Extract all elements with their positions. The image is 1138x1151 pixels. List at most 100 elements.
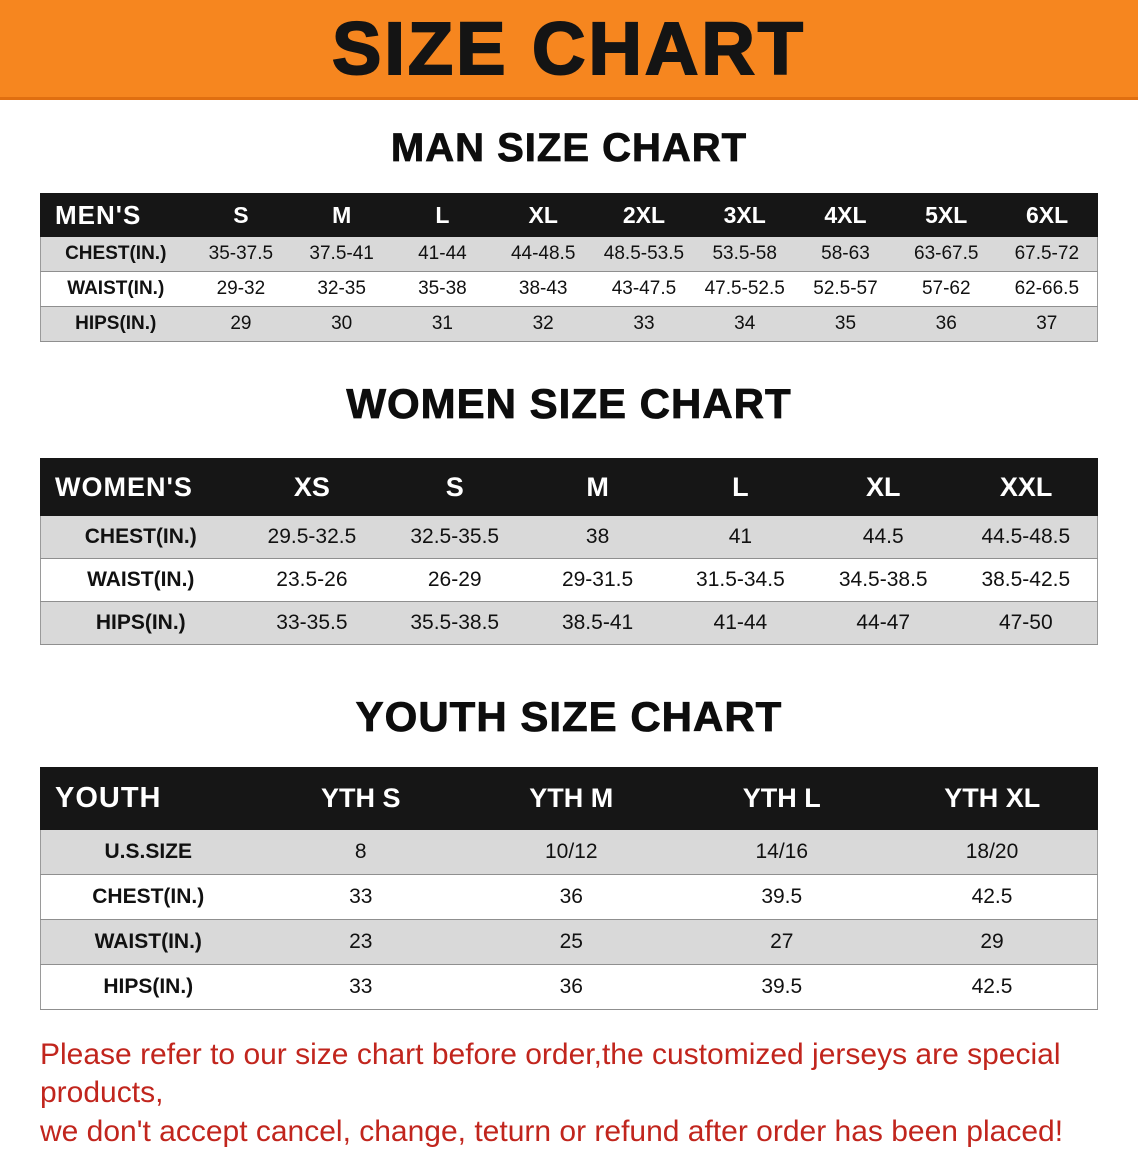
size-value-cell: 14/16 — [676, 829, 887, 875]
mens-size-table: MEN'S S M L XL 2XL 3XL 4XL 5XL 6XL CHEST(IN.) 35-37… — [40, 193, 1098, 342]
size-column-header: 5XL — [895, 193, 998, 237]
size-value-cell: 44-47 — [811, 601, 955, 645]
size-value-cell: 29.5-32.5 — [240, 515, 384, 559]
size-column-header: S — [382, 458, 527, 516]
size-value-cell: 10/12 — [466, 829, 677, 875]
size-value-cell: 37.5-41 — [291, 236, 393, 272]
table-header-row: MEN'S S M L XL 2XL 3XL 4XL 5XL 6XL — [40, 193, 1098, 237]
size-value-cell: 33 — [255, 874, 466, 920]
size-value-cell: 33 — [255, 964, 466, 1010]
size-value-cell: 25 — [466, 919, 677, 965]
size-value-cell: 35 — [795, 306, 896, 342]
table-row: CHEST(IN.) 33 36 39.5 42.5 — [40, 874, 1098, 920]
size-value-cell: 27 — [676, 919, 887, 965]
size-value-cell: 42.5 — [887, 964, 1098, 1010]
size-value-cell: 38-43 — [492, 271, 594, 307]
youth-size-section: YOUTH SIZE CHART YOUTH YTH S YTH M YTH L YTH… — [0, 693, 1138, 1010]
row-label: HIPS(IN.) — [40, 306, 191, 342]
size-value-cell: 33 — [593, 306, 695, 342]
size-value-cell: 57-62 — [895, 271, 997, 307]
size-table: YOUTH YTH S YTH M YTH L YTH XL U.S.SIZE 8 10/12… — [40, 767, 1098, 1010]
size-value-cell: 32.5-35.5 — [383, 515, 527, 559]
size-value-cell: 29 — [190, 306, 292, 342]
table-row: HIPS(IN.) 33 36 39.5 42.5 — [40, 964, 1098, 1010]
size-table: WOMEN'S XS S M L XL XXL CHEST(IN.) 29.5-32.5 32.5… — [40, 458, 1098, 645]
size-value-cell: 35-38 — [392, 271, 493, 307]
size-value-cell: 47-50 — [954, 601, 1098, 645]
table-row: WAIST(IN.) 23.5-26 26-29 29-31.5 31.5-34.5 34… — [40, 558, 1098, 602]
row-label: HIPS(IN.) — [40, 964, 256, 1010]
size-value-cell: 39.5 — [676, 874, 887, 920]
disclaimer: Please refer to our size chart before or… — [40, 1036, 1098, 1151]
size-value-cell: 38.5-42.5 — [954, 558, 1098, 602]
size-value-cell: 35.5-38.5 — [383, 601, 527, 645]
row-label: HIPS(IN.) — [40, 601, 241, 645]
size-value-cell: 23 — [255, 919, 466, 965]
row-label: WAIST(IN.) — [40, 558, 241, 602]
size-column-header: YTH XL — [886, 767, 1098, 830]
size-table: MEN'S S M L XL 2XL 3XL 4XL 5XL 6XL CHEST(IN.) 35-37… — [40, 193, 1098, 342]
row-label: WAIST(IN.) — [40, 919, 256, 965]
size-value-cell: 30 — [291, 306, 393, 342]
women-size-heading: WOMEN SIZE CHART — [346, 380, 792, 428]
size-column-header: XL — [492, 193, 595, 237]
table-header-row: YOUTH YTH S YTH M YTH L YTH XL — [40, 767, 1098, 830]
table-row: WAIST(IN.) 29-32 32-35 35-38 38-43 43-47.5 47.… — [40, 271, 1098, 307]
size-chart-banner: SIZE CHART — [0, 0, 1138, 100]
size-column-header: 6XL — [996, 193, 1098, 237]
size-column-header: L — [668, 458, 813, 516]
size-column-header: M — [290, 193, 393, 237]
size-value-cell: 48.5-53.5 — [593, 236, 695, 272]
size-column-header: L — [391, 193, 494, 237]
women-size-section: WOMEN SIZE CHART WOMEN'S XS S M L XL XXL CHEST(… — [0, 380, 1138, 645]
size-value-cell: 31 — [392, 306, 493, 342]
size-value-cell: 29-31.5 — [526, 558, 669, 602]
size-column-header: M — [525, 458, 670, 516]
size-value-cell: 26-29 — [383, 558, 527, 602]
size-value-cell: 39.5 — [676, 964, 887, 1010]
size-column-header: XXL — [954, 458, 1098, 516]
size-column-header: XS — [240, 458, 384, 516]
size-value-cell: 43-47.5 — [593, 271, 695, 307]
size-value-cell: 41 — [668, 515, 812, 559]
man-size-section: MAN SIZE CHART MEN'S S M L XL 2XL 3XL 4XL 5XL 6XL… — [0, 126, 1138, 342]
size-value-cell: 53.5-58 — [694, 236, 796, 272]
size-value-cell: 44.5-48.5 — [954, 515, 1098, 559]
size-value-cell: 8 — [255, 829, 466, 875]
table-row: U.S.SIZE 8 10/12 14/16 18/20 — [40, 829, 1098, 875]
size-value-cell: 34 — [694, 306, 796, 342]
size-value-cell: 41-44 — [392, 236, 493, 272]
size-value-cell: 67.5-72 — [996, 236, 1098, 272]
size-column-header: 3XL — [693, 193, 796, 237]
size-value-cell: 37 — [996, 306, 1098, 342]
table-row: CHEST(IN.) 35-37.5 37.5-41 41-44 44-48.5 48.5… — [40, 236, 1098, 272]
youth-size-heading: YOUTH SIZE CHART — [355, 693, 783, 741]
table-row: CHEST(IN.) 29.5-32.5 32.5-35.5 38 41 44.5 44.5… — [40, 515, 1098, 559]
size-value-cell: 52.5-57 — [795, 271, 896, 307]
size-value-cell: 32-35 — [291, 271, 393, 307]
table-row: HIPS(IN.) 29 30 31 32 33 34 35 36 37 — [40, 306, 1098, 342]
size-value-cell: 31.5-34.5 — [668, 558, 812, 602]
row-label: CHEST(IN.) — [40, 874, 256, 920]
size-value-cell: 41-44 — [668, 601, 812, 645]
man-size-heading: MAN SIZE CHART — [390, 126, 748, 171]
row-label: CHEST(IN.) — [40, 236, 191, 272]
row-label: CHEST(IN.) — [40, 515, 241, 559]
size-value-cell: 29-32 — [190, 271, 292, 307]
size-column-header: YTH M — [465, 767, 677, 830]
size-value-cell: 29 — [887, 919, 1098, 965]
size-value-cell: 35-37.5 — [190, 236, 292, 272]
size-value-cell: 36 — [895, 306, 997, 342]
size-value-cell: 36 — [466, 964, 677, 1010]
size-value-cell: 33-35.5 — [240, 601, 384, 645]
size-column-header: S — [190, 193, 292, 237]
table-row: WAIST(IN.) 23 25 27 29 — [40, 919, 1098, 965]
size-column-header: 2XL — [593, 193, 695, 237]
size-value-cell: 62-66.5 — [996, 271, 1098, 307]
table-corner-label: MEN'S — [40, 193, 191, 237]
size-value-cell: 44.5 — [811, 515, 955, 559]
row-label: U.S.SIZE — [40, 829, 256, 875]
table-row: HIPS(IN.) 33-35.5 35.5-38.5 38.5-41 41-44 44-… — [40, 601, 1098, 645]
size-value-cell: 32 — [492, 306, 594, 342]
